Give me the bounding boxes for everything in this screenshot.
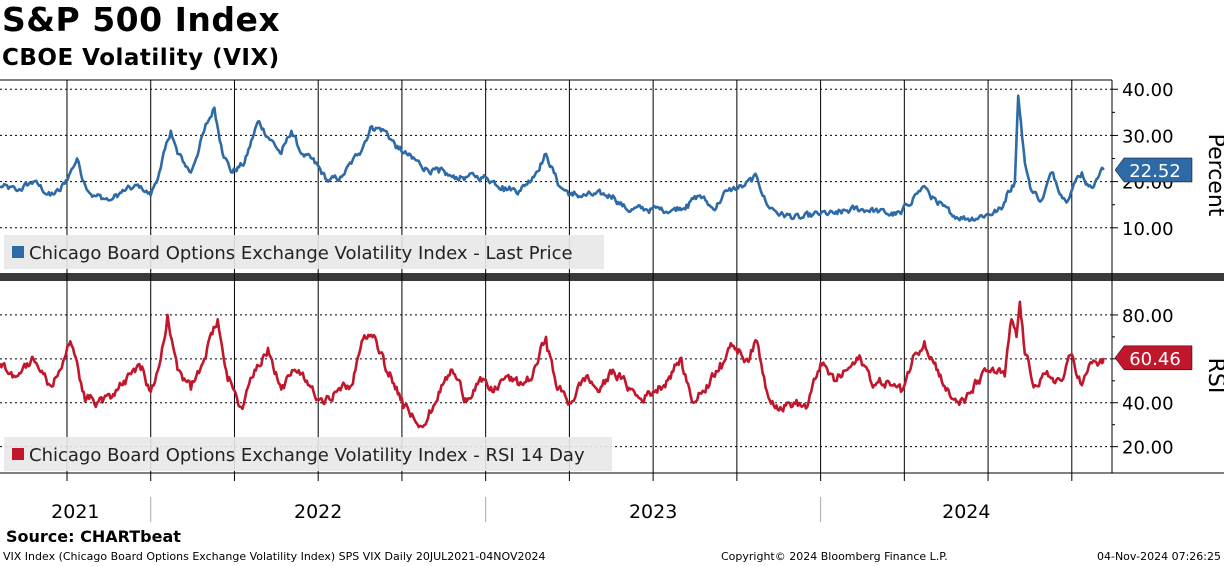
chart-title: S&P 500 Index (2, 0, 281, 39)
vix-legend-box (4, 235, 604, 269)
x-tick-label-2021: 2021 (51, 501, 99, 523)
vix-legend-label: Chicago Board Options Exchange Volatilit… (29, 243, 573, 264)
footer-timestamp: 04-Nov-2024 07:26:25 (1096, 550, 1221, 563)
source-note: Source: CHARTbeat (6, 527, 181, 546)
rsi-legend-box (4, 437, 612, 471)
x-tick-label-2024: 2024 (942, 501, 990, 523)
vix-y-tick-label: 30.00 (1122, 126, 1174, 147)
vix-legend-swatch (12, 246, 24, 258)
vix-axis-label: Percent (1203, 134, 1224, 217)
chart-subtitle: CBOE Volatility (VIX) (2, 45, 280, 71)
rsi-axis-label: RSI (1203, 358, 1224, 394)
rsi-legend-swatch (12, 448, 24, 460)
rsi-legend-label: Chicago Board Options Exchange Volatilit… (29, 445, 585, 466)
rsi-last-value-tag (1114, 345, 1193, 371)
x-tick-label-2023: 2023 (629, 501, 677, 523)
vix-last-value-label: 22.52 (1129, 161, 1181, 182)
vix-y-tick-label: 40.00 (1122, 80, 1174, 101)
rsi-y-tick-label: 80.00 (1122, 306, 1174, 327)
vix-series-line (0, 94, 1105, 223)
rsi-y-tick-label: 40.00 (1122, 394, 1174, 415)
rsi-y-tick-label: 20.00 (1122, 438, 1174, 459)
panel-separator (0, 273, 1224, 281)
rsi-last-value-label: 60.46 (1129, 349, 1181, 370)
footer-ticker: VIX Index (Chicago Board Options Exchang… (3, 550, 546, 563)
x-tick-label-2022: 2022 (294, 501, 342, 523)
footer-copyright: Copyright© 2024 Bloomberg Finance L.P. (721, 550, 948, 563)
vix-last-value-tag (1114, 157, 1193, 183)
rsi-series-line (0, 300, 1105, 429)
vix-y-tick-label: 10.00 (1122, 219, 1174, 240)
